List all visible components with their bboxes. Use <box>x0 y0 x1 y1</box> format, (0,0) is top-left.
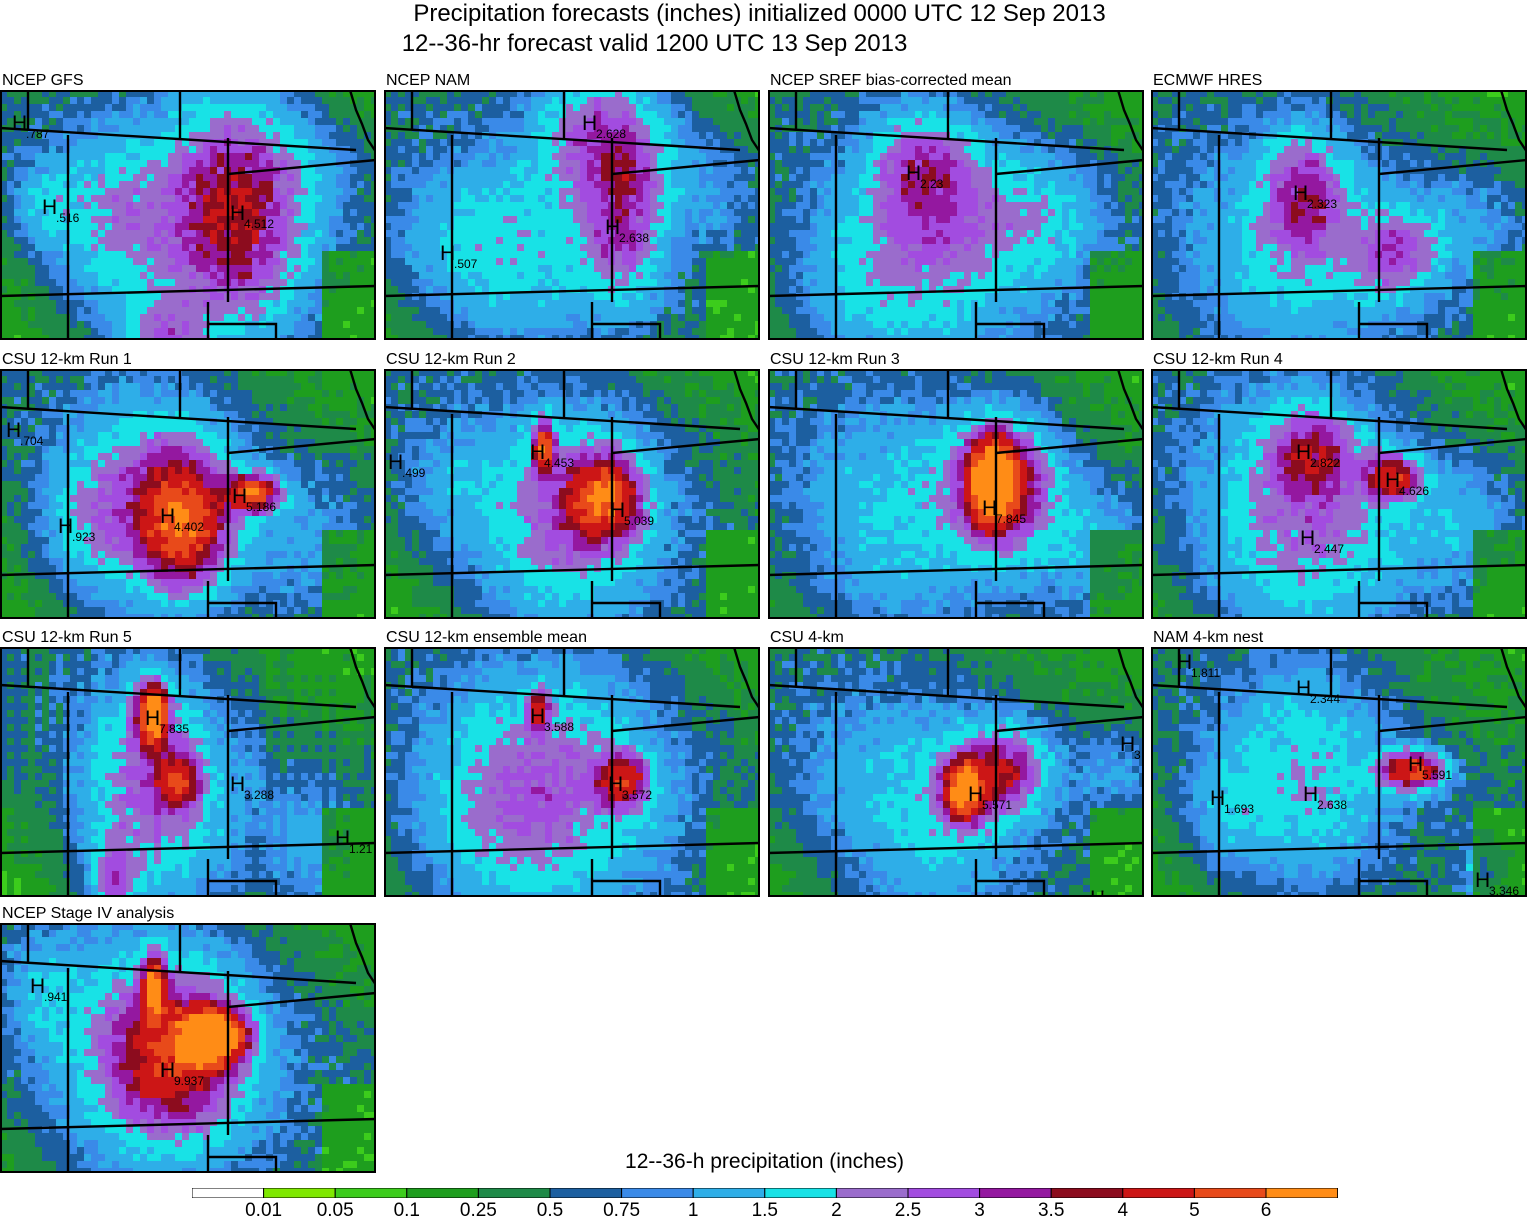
panel-title: NCEP GFS <box>2 72 84 90</box>
colorbar-tick-label: 0.05 <box>317 1200 354 1222</box>
precip-map-panel: H7.845H.942 <box>768 369 1144 619</box>
panel-title: NCEP Stage IV analysis <box>2 905 174 923</box>
colorbar-tick-label: 6 <box>1261 1200 1272 1222</box>
colorbar-tick-label: 1 <box>688 1200 699 1222</box>
panel-title: CSU 12-km Run 1 <box>2 351 132 369</box>
panel-title: CSU 12-km Run 4 <box>1153 351 1283 369</box>
colorbar-tick-label: 4 <box>1118 1200 1129 1222</box>
svg-text:H: H <box>42 196 57 219</box>
precip-field <box>0 647 376 897</box>
panel-title: CSU 12-km Run 3 <box>770 351 900 369</box>
svg-text:4.512: 4.512 <box>244 217 274 231</box>
colorbar-segment <box>1051 1188 1123 1198</box>
svg-text:.787: .787 <box>26 127 50 141</box>
panel-title: NCEP SREF bias-corrected mean <box>770 72 1012 90</box>
precip-field <box>1151 647 1527 897</box>
colorbar-segment <box>1266 1188 1338 1198</box>
svg-text:2.638: 2.638 <box>619 231 649 245</box>
panel-title: ECMWF HRES <box>1153 72 1262 90</box>
svg-text:.516: .516 <box>56 211 80 225</box>
svg-text:H: H <box>582 112 597 135</box>
colorbar-tick-label: 2.5 <box>895 1200 921 1222</box>
panel-title: CSU 12-km ensemble mean <box>386 629 587 647</box>
colorbar-tick-label: 3 <box>974 1200 985 1222</box>
svg-text:H: H <box>440 242 455 265</box>
panel-title: CSU 4-km <box>770 629 844 647</box>
colorbar-segment <box>407 1188 479 1198</box>
svg-text:H: H <box>605 216 620 239</box>
precip-field <box>0 369 376 619</box>
precip-map: H2.323 <box>1151 90 1527 340</box>
panel-title: CSU 12-km Run 5 <box>2 629 132 647</box>
svg-text:H: H <box>12 112 27 135</box>
precip-field <box>1151 369 1527 619</box>
colorbar-tick-label: 5 <box>1189 1200 1200 1222</box>
colorbar-segment <box>693 1188 765 1198</box>
colorbar-segment <box>836 1188 908 1198</box>
precip-field <box>384 369 760 619</box>
colorbar-tick-label: 0.1 <box>394 1200 420 1222</box>
colorbar-tick-label: 3.5 <box>1038 1200 1064 1222</box>
precip-map: H2.23 <box>768 90 1144 340</box>
colorbar-segment <box>478 1188 550 1198</box>
subtitle: 12--36-hr forecast valid 1200 UTC 13 Sep… <box>0 31 1419 57</box>
precip-field <box>384 647 760 897</box>
colorbar-segment <box>1123 1188 1195 1198</box>
colorbar-segment <box>980 1188 1052 1198</box>
colorbar-tick-label: 2 <box>831 1200 842 1222</box>
precip-map-panel: H5.571H3H1.030 <box>768 647 1144 897</box>
precip-map: H5.571H3H1.030 <box>768 647 1144 897</box>
colorbar-segment <box>765 1188 837 1198</box>
precip-field <box>768 369 1144 619</box>
panel-title: NCEP NAM <box>386 72 470 90</box>
svg-text:.507: .507 <box>454 257 478 271</box>
precip-field <box>768 90 1144 340</box>
colorbar-segment <box>550 1188 622 1198</box>
svg-text:H: H <box>230 202 245 225</box>
colorbar <box>192 1188 1338 1198</box>
precip-field <box>0 923 376 1173</box>
colorbar-tick-label: 0.01 <box>245 1200 282 1222</box>
colorbar-segment <box>622 1188 694 1198</box>
colorbar-title: 12--36-h precipitation (inches) <box>0 1150 1529 1174</box>
precip-field <box>1151 90 1527 340</box>
precip-field <box>768 647 1144 897</box>
colorbar-segment <box>264 1188 336 1198</box>
colorbar-segment <box>1194 1188 1266 1198</box>
colorbar-tick-label: 0.25 <box>460 1200 497 1222</box>
colorbar-segment <box>335 1188 407 1198</box>
panel-title: CSU 12-km Run 2 <box>386 351 516 369</box>
colorbar-tick-label: 1.5 <box>752 1200 778 1222</box>
precip-field <box>384 90 760 340</box>
svg-text:2.628: 2.628 <box>596 127 626 141</box>
colorbar-tick-label: 0.5 <box>537 1200 563 1222</box>
panel-title: NAM 4-km nest <box>1153 629 1263 647</box>
precip-map: H7.845H.942 <box>768 369 1144 619</box>
colorbar-segment <box>908 1188 980 1198</box>
colorbar-segment <box>192 1188 264 1198</box>
main-title: Precipitation forecasts (inches) initial… <box>0 1 1524 27</box>
colorbar-tick-label: 0.75 <box>603 1200 640 1222</box>
